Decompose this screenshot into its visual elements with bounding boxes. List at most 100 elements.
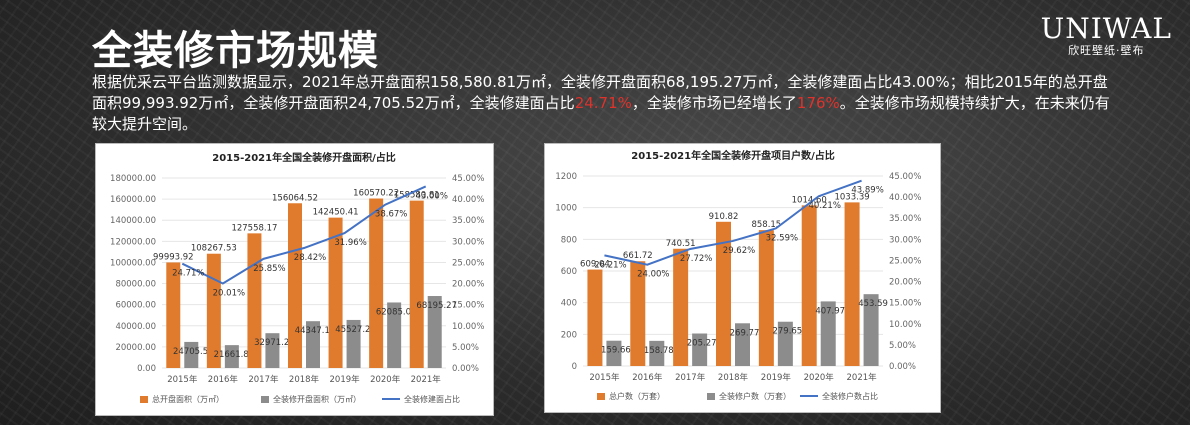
y-right-tick-label: 30.00% (889, 235, 921, 245)
bar-total (759, 230, 774, 366)
y-left-tick-label: 180000.00 (110, 174, 156, 184)
y-right-tick-label: 0.00% (889, 362, 916, 372)
legend-swatch-total (140, 396, 148, 403)
line-point-label: 27.72% (680, 254, 712, 264)
brand-logo: UNIWAL 欣旺壁纸·壁布 (1041, 14, 1172, 58)
bar-fullfit-label: 279.65 (772, 327, 802, 337)
y-left-tick-label: 600 (561, 267, 577, 277)
x-tick-label: 2020年 (804, 372, 835, 383)
chart-card-area: 2015-2021年全国全装修开盘面积/占比 0.00 20000.00 40000.… (95, 143, 494, 416)
legend-label-share: 全装修户数占比 (822, 391, 878, 401)
bar-total-label: 99993.92 (153, 252, 194, 262)
y-left-tick-label: 60000.00 (115, 301, 156, 311)
y-right-tick-label: 15.00% (889, 299, 921, 309)
y-right-tick-label: 0.00% (452, 364, 479, 374)
y-right-tick-label: 25.00% (889, 256, 921, 266)
page-title: 全装修市场规模 (92, 18, 379, 76)
bar-fullfit-label: 407.97 (815, 306, 845, 316)
line-point-label: 43.89% (851, 186, 883, 196)
line-point-label: 38.67% (375, 210, 407, 220)
bar-total-label: 160570.22 (353, 189, 399, 199)
line-point-label: 20.01% (213, 289, 245, 299)
x-tick-label: 2018年 (289, 374, 320, 385)
y-right-tick-label: 40.00% (452, 195, 484, 205)
legend-label-total: 总户数（万套） (609, 391, 665, 401)
x-tick-label: 2016年 (208, 374, 239, 385)
line-point-label: 43.00% (416, 191, 448, 201)
y-right-tick-label: 45.00% (452, 174, 484, 184)
x-tick-label: 2015年 (589, 372, 620, 383)
x-tick-label: 2019年 (761, 372, 792, 383)
y-left-tick-label: 140000.00 (110, 216, 156, 226)
x-tick-label: 2017年 (248, 374, 279, 385)
bar-total (288, 203, 302, 368)
logo-wordmark: UNIWAL (1041, 14, 1172, 44)
y-left-tick-label: 160000.00 (110, 195, 156, 205)
bar-fullfit-label: 158.78 (644, 346, 674, 356)
chart-card-households: 2015-2021年全国全装修开盘项目户数/占比 0 200 400 600 800 100… (544, 143, 941, 413)
bar-total (410, 201, 424, 368)
chart-area-svg: 2015-2021年全国全装修开盘面积/占比 0.00 20000.00 40000.… (96, 144, 493, 415)
y-right-tick-label: 30.00% (452, 237, 484, 247)
y-right-tick-label: 5.00% (452, 343, 479, 353)
x-tick-label: 2019年 (330, 374, 361, 385)
x-tick-label: 2016年 (632, 372, 663, 383)
bar-fullfit-label: 453.59 (858, 299, 888, 309)
y-right-tick-label: 45.00% (889, 172, 921, 182)
x-tick-label: 2015年 (167, 374, 198, 385)
line-point-label: 28.42% (294, 253, 326, 263)
bar-fullfit-label: 205.27 (687, 338, 717, 348)
y-right-tick-label: 5.00% (889, 341, 916, 351)
y-left-tick-label: 800 (561, 235, 577, 245)
legend-swatch-fullfit (261, 396, 269, 403)
y-left-tick-label: 200 (561, 330, 577, 340)
line-point-label: 24.71% (172, 269, 204, 279)
line-point-label: 26.21% (594, 260, 626, 270)
bar-fullfit-label: 68195.27 (416, 301, 457, 311)
description-part-2: ，全装修市场已经增长了 (632, 94, 797, 112)
x-tick-label: 2020年 (370, 374, 401, 385)
y-right-tick-label: 10.00% (452, 322, 484, 332)
bar-total-label: 910.82 (709, 212, 739, 222)
y-left-tick-label: 400 (561, 299, 577, 309)
bar-total (802, 205, 817, 366)
legend-label-share: 全装修建面占比 (404, 394, 460, 404)
bar-total-label: 740.51 (666, 239, 696, 249)
bar-total (845, 202, 860, 366)
legend-swatch-fullfit (707, 393, 715, 400)
y-left-tick-label: 80000.00 (115, 280, 156, 290)
chart-title: 2015-2021年全国全装修开盘项目户数/占比 (631, 149, 834, 162)
bar-total (369, 199, 383, 368)
line-point-label: 24.00% (637, 270, 669, 280)
line-point-label: 31.96% (334, 238, 366, 248)
y-left-tick-label: 20000.00 (115, 343, 156, 353)
y-left-tick-label: 0.00 (137, 364, 156, 374)
y-left-tick-label: 120000.00 (110, 237, 156, 247)
line-point-label: 25.85% (253, 264, 285, 274)
highlight-growth: 176% (797, 94, 840, 112)
chart-title: 2015-2021年全国全装修开盘面积/占比 (212, 151, 395, 164)
legend-swatch-total (597, 393, 605, 400)
y-left-tick-label: 0 (572, 362, 577, 372)
bar-total-label: 108267.53 (191, 244, 237, 254)
y-left-tick-label: 40000.00 (115, 322, 156, 332)
bar-total-label: 127558.17 (231, 223, 277, 233)
highlight-percent-2015: 24.71% (575, 94, 632, 112)
x-tick-label: 2018年 (718, 372, 749, 383)
x-tick-label: 2021年 (847, 372, 878, 383)
y-right-tick-label: 20.00% (452, 280, 484, 290)
bar-fullfit-label: 269.77 (730, 328, 760, 338)
y-right-tick-label: 25.00% (452, 258, 484, 268)
x-tick-label: 2017年 (675, 372, 706, 383)
line-point-label: 40.21% (809, 201, 841, 211)
y-right-tick-label: 35.00% (889, 214, 921, 224)
bar-total-label: 142450.41 (313, 208, 359, 218)
y-left-tick-label: 1200 (555, 172, 577, 182)
description-paragraph: 根据优采云平台监测数据显示，2021年总开盘面积158,580.81万㎡，全装修… (92, 72, 1112, 135)
x-tick-label: 2021年 (411, 374, 442, 385)
line-point-label: 32.59% (766, 233, 798, 243)
bar-fullfit-label: 159.66 (601, 346, 631, 356)
y-right-tick-label: 20.00% (889, 278, 921, 288)
y-left-tick-label: 100000.00 (110, 258, 156, 268)
y-right-tick-label: 10.00% (889, 320, 921, 330)
